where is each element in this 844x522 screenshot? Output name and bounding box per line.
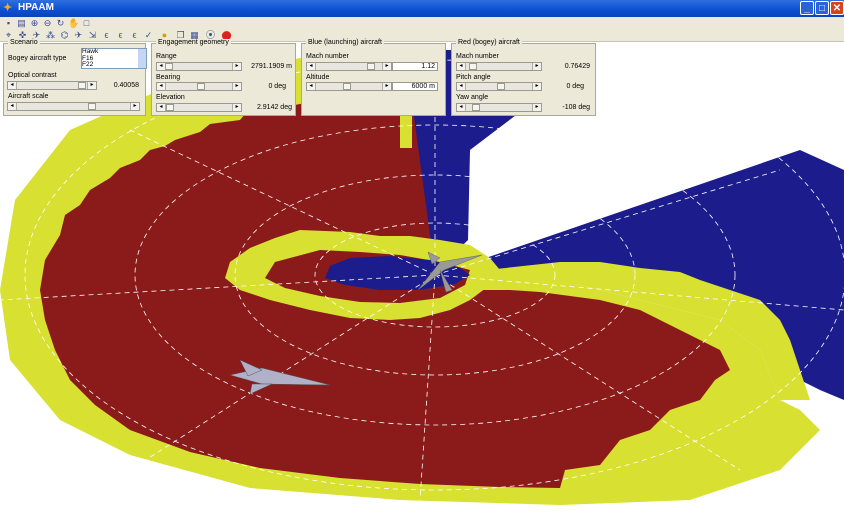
- yellow-right-band: [450, 262, 810, 400]
- bearing-slider[interactable]: ◂ ▸: [156, 82, 242, 91]
- missile-icon[interactable]: ⇲: [88, 30, 97, 40]
- optical-contrast-slider[interactable]: ◂ ▸: [7, 81, 97, 90]
- bogey-option-hawk[interactable]: Hawk: [82, 48, 99, 55]
- check-icon[interactable]: ✓: [144, 30, 153, 40]
- missile2-icon[interactable]: ϵ: [104, 30, 109, 40]
- altitude-label: Altitude: [306, 74, 330, 81]
- bearing-label: Bearing: [156, 74, 181, 81]
- optical-contrast-value: 0.40058: [113, 82, 139, 89]
- zoom-in-icon[interactable]: ⊕: [30, 18, 39, 28]
- bearing-value: 0 deg: [268, 83, 286, 90]
- title-bar: ✦ HPAAM _ □ ✕: [0, 0, 844, 17]
- bogey-option-f22[interactable]: F22: [82, 61, 94, 68]
- tools-toolbar: ⌖ ✜ ✈ ⁂ ⌬ ✈ ⇲ ϵ ϵ ϵ ✓ ● ❐ ▦ ⦿ ⬤: [0, 29, 844, 42]
- print-icon[interactable]: ▤: [17, 18, 26, 28]
- aircraft-icon[interactable]: ✈: [32, 30, 41, 40]
- missile4-icon[interactable]: ϵ: [132, 30, 137, 40]
- red-mach-value: 0.76429: [564, 63, 590, 70]
- bogey-option-f16[interactable]: F16: [82, 54, 94, 62]
- altitude-value[interactable]: 6000 m: [392, 82, 438, 91]
- table-icon[interactable]: ▦: [190, 30, 199, 40]
- blue-legend: Blue (launching) aircraft: [306, 39, 384, 46]
- yaw-label: Yaw angle: [456, 94, 489, 101]
- blue-mach-slider[interactable]: ◂ ▸: [306, 62, 392, 71]
- red-aircraft-panel: Red (bogey) aircraft Mach number ◂ ▸ 0.76…: [451, 39, 596, 116]
- bogey-type-listbox[interactable]: Hawk F16 F22: [81, 48, 147, 69]
- range-slider[interactable]: ◂ ▸: [156, 62, 242, 71]
- scenario-panel: Scenario Bogey aircraft type Hawk F16 F2…: [3, 39, 147, 116]
- blue-aircraft-panel: Blue (launching) aircraft Mach number ◂ ▸…: [301, 39, 446, 116]
- engagement-zone-plot[interactable]: [0, 42, 844, 522]
- range-label: Range: [156, 53, 177, 60]
- aircraft-scale-slider[interactable]: ◂ ▸: [7, 102, 140, 111]
- rotate-icon[interactable]: ↻: [56, 18, 65, 28]
- elevation-label: Elevation: [156, 94, 185, 101]
- red-legend: Red (bogey) aircraft: [456, 39, 522, 46]
- save-icon[interactable]: ▪: [6, 18, 11, 28]
- aircraft-scale-label: Aircraft scale: [8, 93, 49, 100]
- bogey-type-label: Bogey aircraft type: [8, 55, 67, 62]
- launcher-aircraft-icon[interactable]: [229, 359, 331, 395]
- plot-icon[interactable]: ⦿: [205, 30, 215, 40]
- minimize-button[interactable]: _: [800, 1, 814, 15]
- bulb-icon[interactable]: ●: [161, 30, 168, 40]
- bogey-aircraft-icon[interactable]: [417, 251, 483, 293]
- red-mach-label: Mach number: [456, 53, 499, 60]
- blue-mach-value[interactable]: 1.12: [392, 62, 438, 71]
- altitude-slider[interactable]: ◂ ▸: [306, 82, 392, 91]
- pitch-slider[interactable]: ◂ ▸: [456, 82, 542, 91]
- figure-toolbar: ▪ ▤ ⊕ ⊖ ↻ ✋ □: [0, 17, 844, 29]
- close-button[interactable]: ✕: [830, 1, 844, 15]
- elevation-value: 2.9142 deg: [256, 104, 292, 111]
- measure-icon[interactable]: ⌖: [5, 30, 12, 40]
- range-value: 2791.1909 m: [251, 63, 292, 70]
- matlab-logo-icon: ✦: [3, 2, 13, 14]
- red-mach-slider[interactable]: ◂ ▸: [456, 62, 542, 71]
- target-icon[interactable]: ✜: [18, 30, 27, 40]
- pan-icon[interactable]: ✋: [68, 18, 80, 28]
- pitch-value: 0 deg: [566, 83, 584, 90]
- yaw-slider[interactable]: ◂ ▸: [456, 103, 542, 112]
- copy-icon[interactable]: ❐: [176, 30, 185, 40]
- window-title: HPAAM: [18, 2, 54, 13]
- scenario-legend: Scenario: [8, 39, 40, 46]
- formation-icon[interactable]: ⁂: [46, 30, 55, 40]
- engagement-legend: Engagement geometry: [156, 39, 231, 46]
- pitch-label: Pitch angle: [456, 74, 491, 81]
- radar-icon[interactable]: ⌬: [60, 30, 69, 40]
- inner-blue-core: [325, 256, 470, 290]
- elevation-slider[interactable]: ◂ ▸: [156, 103, 242, 112]
- yaw-value: -108 deg: [562, 104, 590, 111]
- listbox-scrollbar[interactable]: [138, 49, 146, 68]
- stop-icon[interactable]: ⬤: [221, 30, 232, 40]
- engagement-panel: Engagement geometry Range ◂ ▸ 2791.1909 m…: [151, 39, 296, 116]
- blue-mach-label: Mach number: [306, 53, 349, 60]
- optical-contrast-label: Optical contrast: [8, 72, 57, 79]
- zoom-out-icon[interactable]: ⊖: [43, 18, 52, 28]
- missile3-icon[interactable]: ϵ: [118, 30, 123, 40]
- range-grid: [0, 59, 844, 501]
- jet-icon[interactable]: ✈: [74, 30, 83, 40]
- new-figure-icon[interactable]: □: [83, 18, 90, 28]
- maximize-button[interactable]: □: [815, 1, 829, 15]
